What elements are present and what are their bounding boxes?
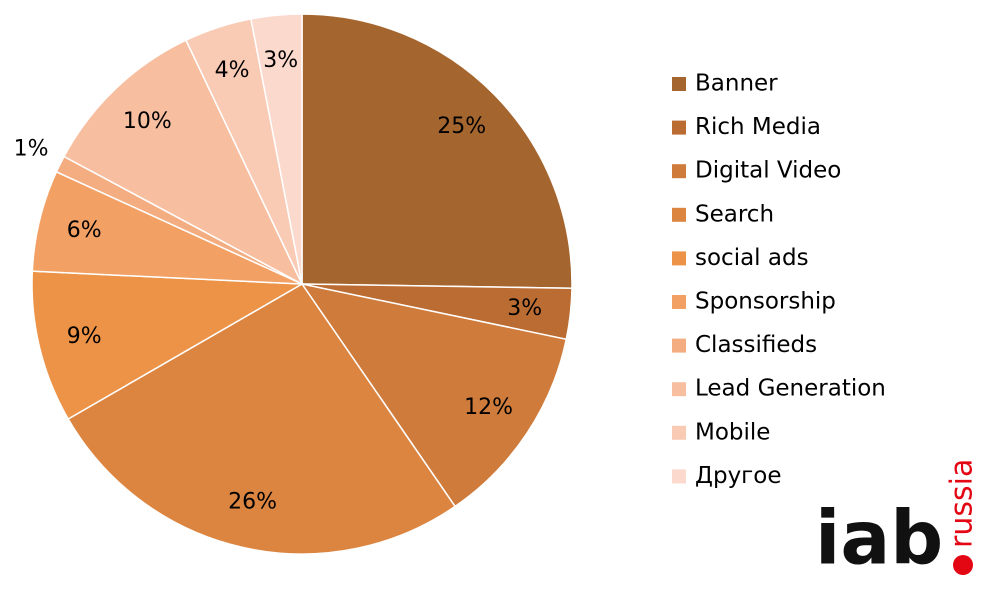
legend-swatch bbox=[672, 120, 686, 135]
pie-slice bbox=[31, 270, 305, 421]
pie-slice bbox=[300, 282, 568, 508]
legend-swatch bbox=[672, 295, 686, 309]
legend-swatch bbox=[672, 251, 686, 266]
logo-dot bbox=[953, 555, 973, 575]
data-label: 9% bbox=[67, 324, 102, 349]
pie-slice bbox=[250, 13, 303, 285]
data-label: 3% bbox=[263, 48, 298, 73]
pie-slice bbox=[62, 39, 304, 286]
legend-swatch bbox=[672, 382, 686, 397]
legend-label: Digital Video bbox=[695, 158, 841, 184]
logo: iab russia bbox=[815, 459, 980, 582]
legend-swatch bbox=[672, 469, 686, 484]
data-label: 6% bbox=[67, 218, 102, 243]
data-label: 12% bbox=[464, 395, 513, 420]
legend-label: Rich Media bbox=[695, 114, 821, 140]
legend-label: Sponsorship bbox=[695, 289, 836, 315]
legend-label: Lead Generation bbox=[695, 376, 886, 402]
legend-label: Mobile bbox=[695, 419, 770, 445]
pie-slice bbox=[301, 13, 573, 290]
data-label: 10% bbox=[123, 109, 172, 134]
legend-swatch bbox=[672, 338, 686, 353]
data-label: 25% bbox=[437, 114, 486, 139]
data-label: 26% bbox=[228, 490, 277, 515]
legend-label: Banner bbox=[695, 71, 778, 97]
pie-slice bbox=[67, 283, 457, 555]
legend-label: Search bbox=[695, 201, 774, 227]
logo-sub: russia bbox=[945, 459, 980, 548]
data-label: 3% bbox=[507, 296, 542, 321]
legend-swatch bbox=[672, 77, 686, 91]
legend-swatch bbox=[672, 425, 686, 440]
data-label: 4% bbox=[215, 58, 250, 83]
legend-label: Classifieds bbox=[695, 332, 817, 358]
logo-main: iab bbox=[815, 496, 943, 582]
legend-label: social ads bbox=[695, 245, 809, 271]
legend-label: Другое bbox=[695, 463, 782, 489]
data-label: 1% bbox=[14, 137, 49, 162]
legend-swatch bbox=[672, 164, 686, 179]
legend-swatch bbox=[672, 207, 686, 222]
